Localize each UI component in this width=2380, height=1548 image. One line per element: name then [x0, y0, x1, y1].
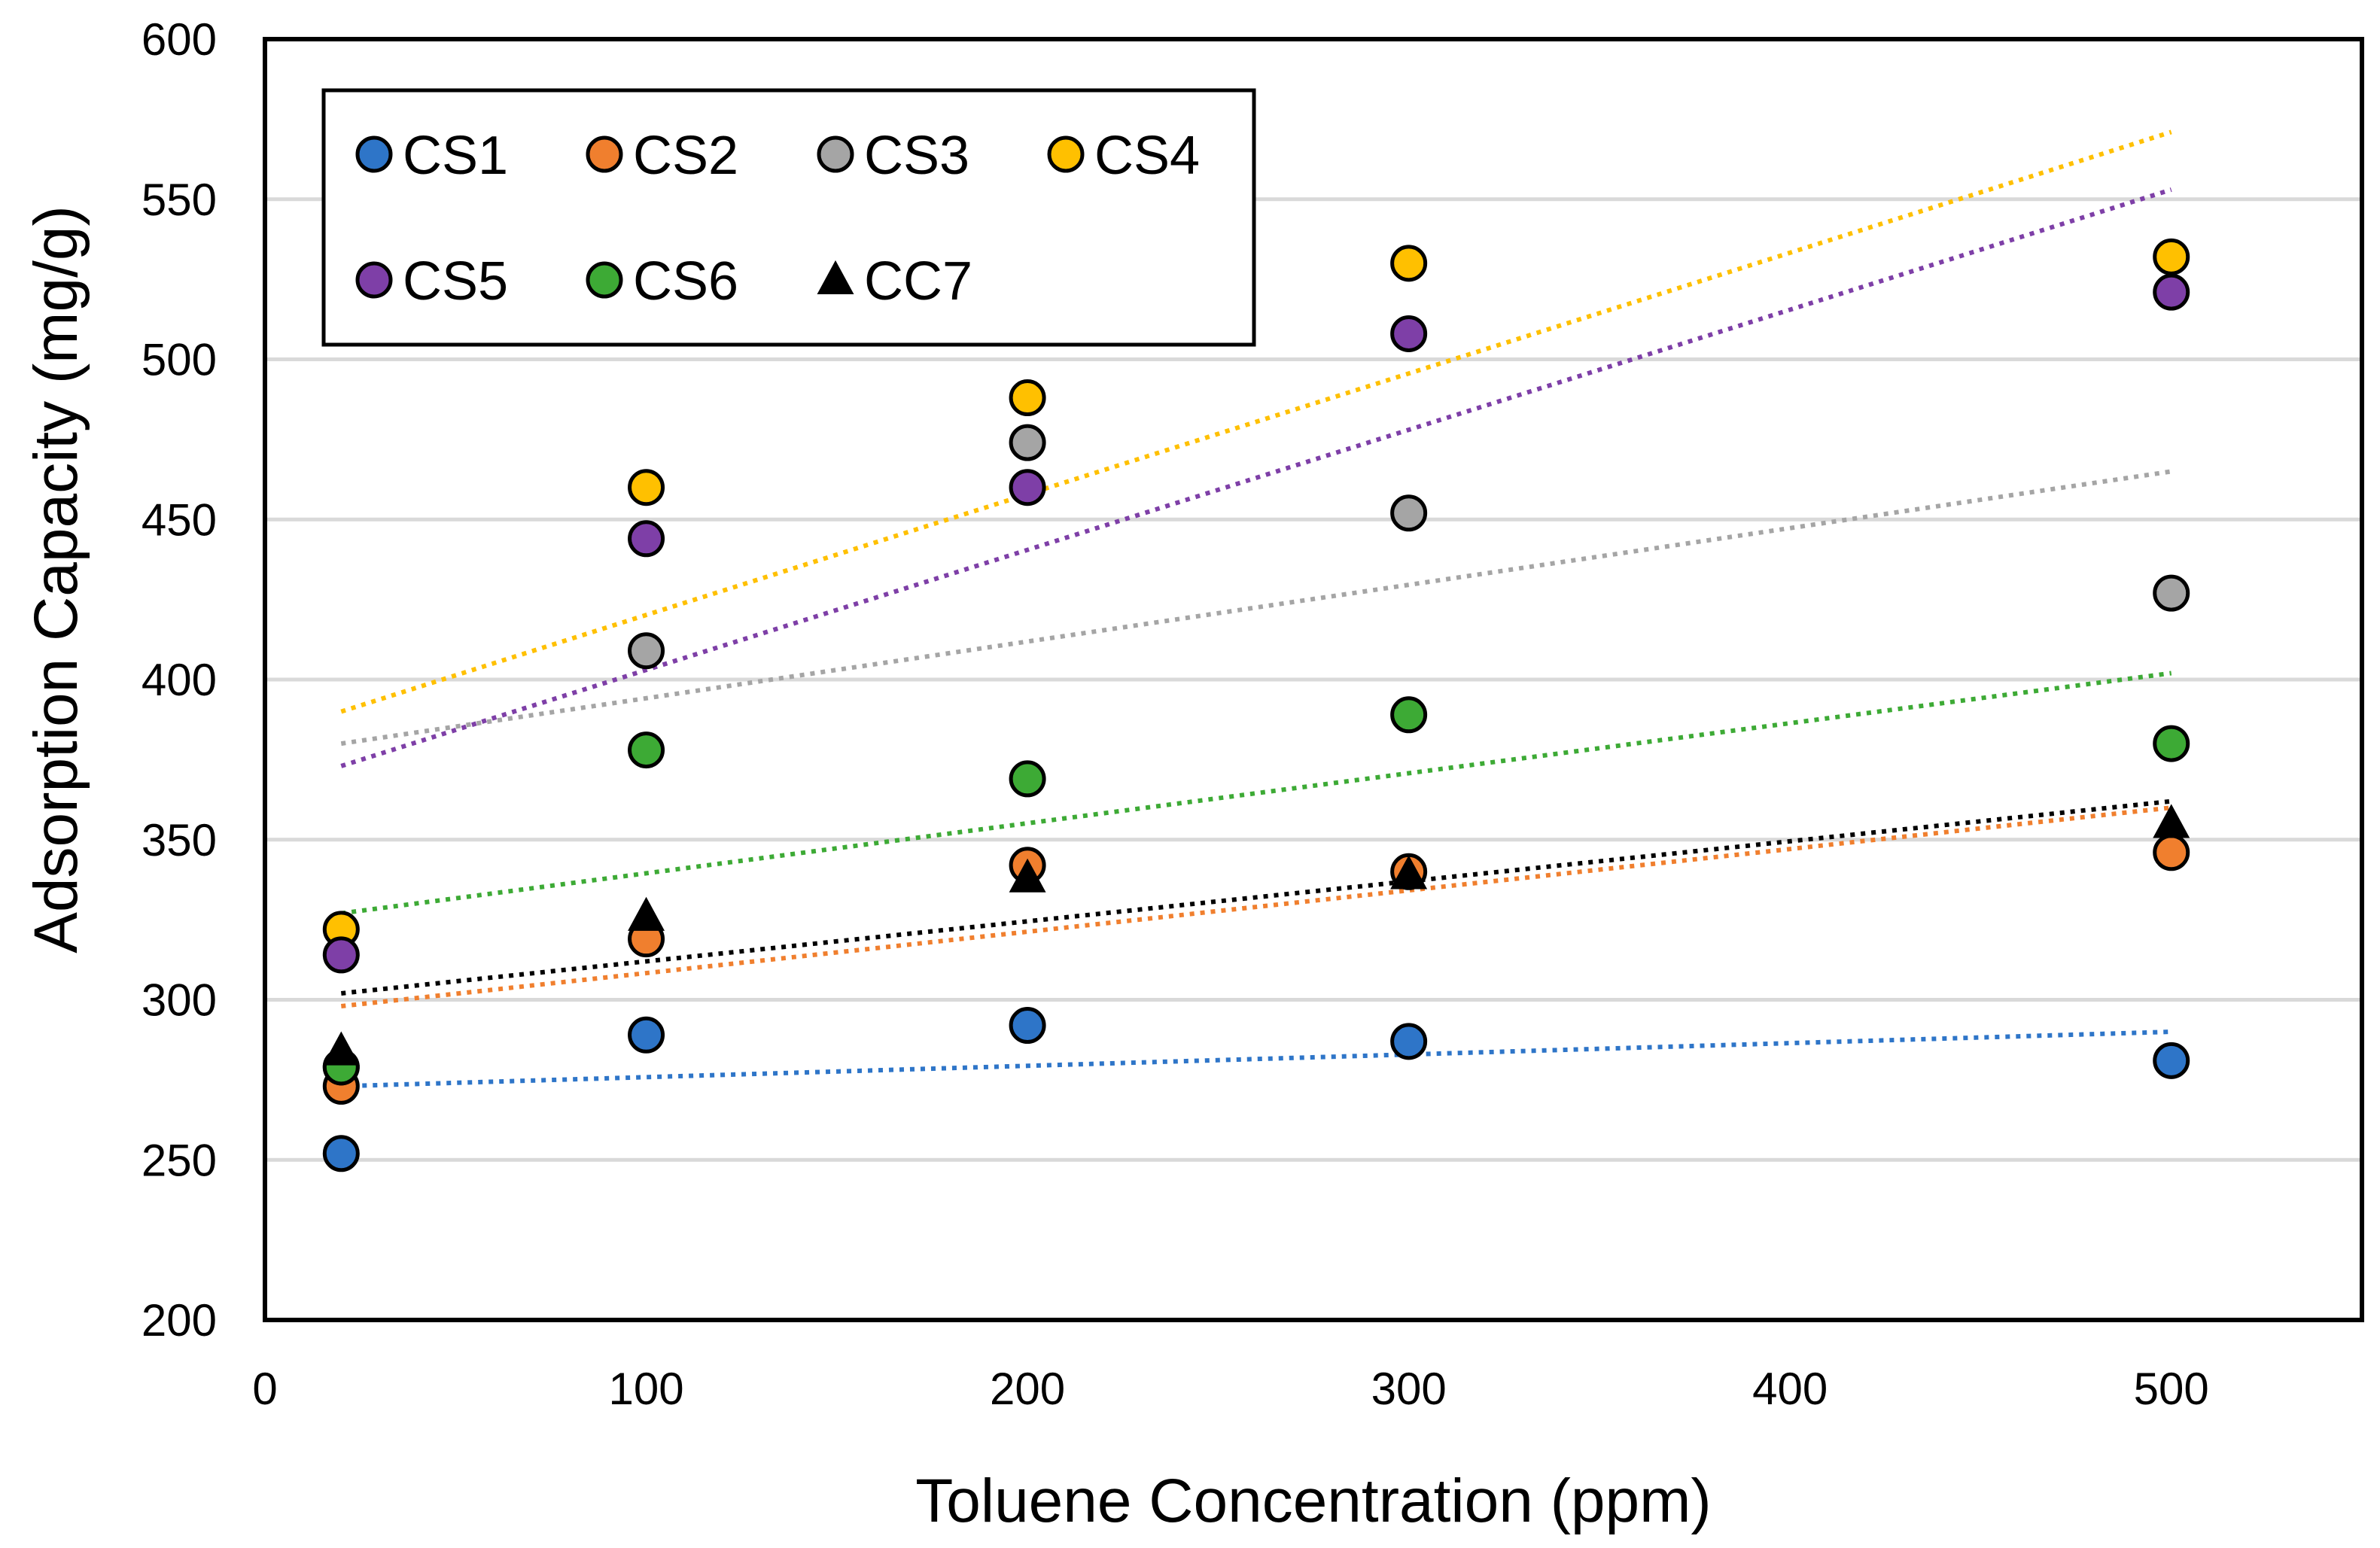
point-cc7 — [2153, 804, 2190, 838]
y-tick-label: 500 — [142, 335, 217, 385]
point-cs1 — [2153, 1042, 2190, 1079]
trendlines — [340, 129, 2172, 1089]
point-cs3 — [1390, 494, 1428, 532]
point-cs6 — [628, 731, 665, 769]
legend-marker-cs1 — [355, 135, 393, 173]
x-tick-label: 500 — [2134, 1364, 2209, 1414]
legend-marker-cs2 — [586, 135, 623, 173]
x-tick-label: 400 — [1752, 1364, 1828, 1414]
legend-label-cs3: CS3 — [864, 126, 969, 186]
point-cs6 — [2153, 725, 2190, 762]
y-axis-ticks: 200 250 300 350 400 450 500 550 600 — [142, 14, 217, 1346]
y-tick-label: 250 — [142, 1135, 217, 1185]
point-cs3 — [2153, 574, 2190, 612]
legend-marker-cs4 — [1047, 135, 1085, 173]
point-cs1 — [1390, 1023, 1428, 1060]
legend-marker-cs5 — [355, 261, 393, 299]
point-cs4 — [1390, 245, 1428, 282]
x-tick-label: 0 — [252, 1364, 277, 1414]
y-tick-label: 200 — [142, 1295, 217, 1346]
x-tick-label: 100 — [608, 1364, 683, 1414]
y-tick-label: 400 — [142, 655, 217, 705]
legend-marker-cc7 — [817, 260, 854, 294]
legend-label-cs6: CS6 — [633, 251, 738, 312]
trendline-cs4 — [340, 129, 2172, 714]
legend-label-cs4: CS4 — [1094, 126, 1200, 186]
y-tick-label: 450 — [142, 494, 217, 545]
x-tick-label: 300 — [1371, 1364, 1447, 1414]
point-cs1 — [1009, 1007, 1046, 1045]
trendline-cs5 — [340, 187, 2172, 768]
point-cs2 — [2153, 834, 2190, 871]
legend-marker-cs3 — [817, 135, 854, 173]
point-cc7 — [1390, 855, 1428, 890]
point-cs6 — [1390, 696, 1428, 734]
x-tick-label: 200 — [990, 1364, 1065, 1414]
point-cs5 — [1390, 315, 1428, 352]
y-tick-label: 350 — [142, 815, 217, 865]
legend-label-cs2: CS2 — [633, 126, 738, 186]
point-cs5 — [1009, 469, 1046, 506]
trendline-cs1 — [341, 1029, 2172, 1089]
legend-label-cs1: CS1 — [403, 126, 508, 186]
point-cs3 — [628, 632, 665, 670]
legend-box — [321, 88, 1256, 347]
x-axis-ticks: 0 100 200 300 400 500 — [252, 1364, 2208, 1414]
legend-label-cs5: CS5 — [403, 251, 508, 312]
point-cs5 — [2153, 273, 2190, 311]
legend-marker-cs6 — [586, 261, 623, 299]
trendline-cs6 — [340, 671, 2172, 916]
point-cs4 — [1009, 379, 1046, 417]
trendline-cs2 — [340, 805, 2172, 1008]
point-cs5 — [322, 936, 360, 974]
trendline-cc7 — [340, 798, 2172, 996]
point-cc7 — [322, 1031, 360, 1066]
point-cs1 — [322, 1135, 360, 1172]
y-tick-label: 300 — [142, 975, 217, 1026]
point-cs6 — [1009, 760, 1046, 798]
point-cc7 — [1009, 858, 1046, 893]
legend-label-cc7: CC7 — [864, 251, 972, 312]
point-cc7 — [628, 896, 665, 931]
y-tick-label: 600 — [142, 14, 217, 65]
legend: CS1 CS2 CS3 CS4 CS5 CS6 CC7 — [321, 88, 1256, 347]
point-cs5 — [628, 520, 665, 558]
point-cs4 — [628, 469, 665, 506]
plot-area-frame — [263, 37, 2364, 1322]
data-points — [322, 238, 2190, 1172]
trendline-cs3 — [340, 469, 2172, 747]
y-axis-title: Adsorption Capacity (mg/g) — [22, 205, 90, 953]
point-cs1 — [628, 1016, 665, 1054]
point-cs3 — [1009, 424, 1046, 461]
point-cs4 — [2153, 238, 2190, 275]
x-axis-title: Toluene Concentration (ppm) — [915, 1467, 1711, 1535]
y-tick-label: 550 — [142, 175, 217, 225]
